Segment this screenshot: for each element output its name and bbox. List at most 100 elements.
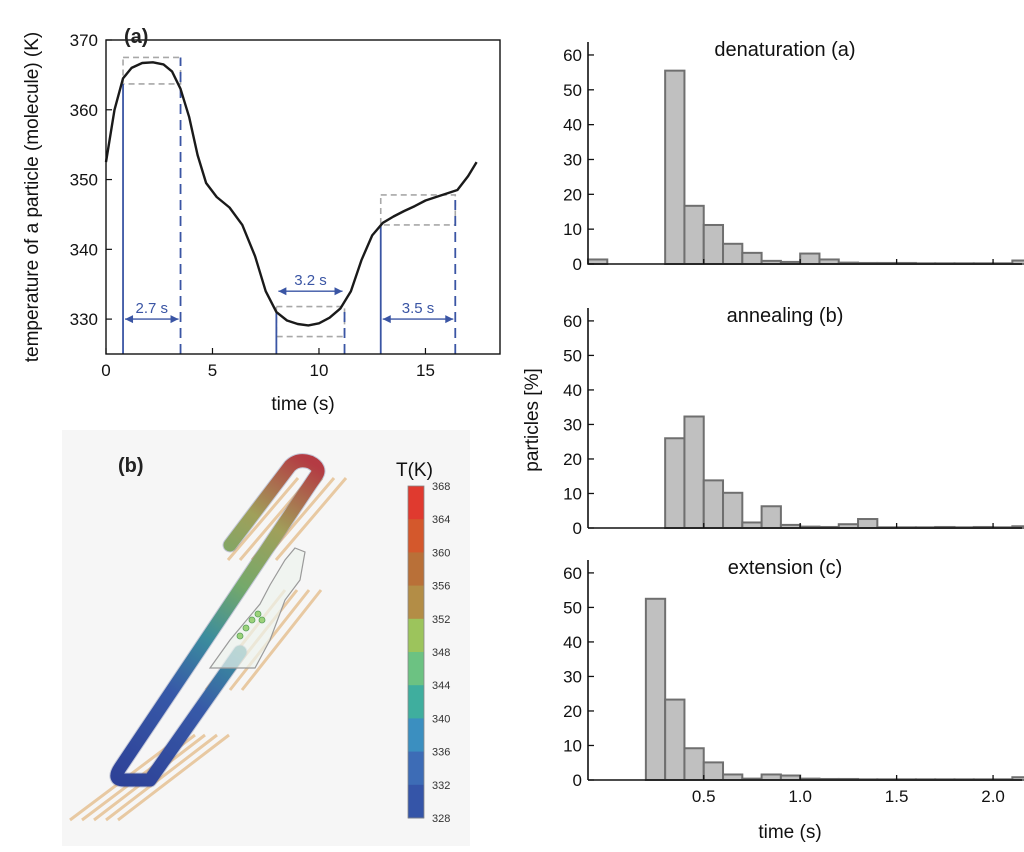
y-tick-label: 60: [563, 312, 582, 331]
histogram-panel: 0 10 20 30 40 50 60 extension (c) 0.5 1.0 1.5 2.0: [563, 557, 1024, 806]
channel-loop-outline: [109, 453, 326, 788]
y-tick-label: 0: [573, 519, 582, 538]
histogram-bar: [702, 223, 725, 266]
colorbar-tick-label: 340: [432, 713, 450, 725]
x-tick-label: 15: [416, 361, 435, 380]
colorbar-segment: [408, 519, 424, 553]
y-tick-label: 40: [563, 381, 582, 400]
colorbar-tick-label: 344: [432, 680, 450, 692]
x-tick-label: 0.5: [692, 787, 716, 806]
colorbar-tick-label: 352: [432, 614, 450, 626]
temperature-curve: [104, 61, 478, 327]
colorbar-tick-label: 332: [432, 780, 450, 792]
y-tick-label: 340: [70, 240, 98, 259]
histograms: 0 10 20 30 40 50 60 denaturation (a) 0 10 20 30 40 50…: [563, 39, 1024, 806]
histogram-y-axis-label: particles [%]: [522, 368, 543, 471]
y-tick-label: 10: [563, 736, 582, 755]
histogram-bar: [702, 761, 725, 782]
y-tick-label: 20: [563, 450, 582, 469]
colorbar-tick-label: 356: [432, 581, 450, 593]
line-chart-ticks: 0 5 10 15 330 340 350 360 370: [70, 31, 435, 380]
histogram-title: extension (c): [728, 557, 843, 579]
colorbar-segment: [408, 718, 424, 753]
histogram-bar: [683, 204, 705, 265]
line-chart-guides: [122, 56, 457, 354]
duration-arrow-head-left: [382, 315, 391, 324]
x-tick-label: 1.5: [885, 787, 909, 806]
y-tick-label: 20: [563, 185, 582, 204]
histogram-panel: 0 10 20 30 40 50 60 denaturation (a): [563, 39, 1024, 274]
histogram-bar: [722, 491, 744, 529]
colorbar-tick-label: 368: [432, 481, 450, 493]
line-chart-x-axis-label: time (s): [271, 394, 334, 415]
histogram-bar: [799, 252, 821, 265]
y-tick-label: 360: [70, 101, 98, 120]
y-tick-label: 0: [573, 255, 582, 274]
line-chart-y-axis-label: temperature of a particle (molecule) (K): [22, 32, 43, 363]
colorbar-segment: [408, 552, 424, 587]
colorbar-tick-label: 364: [432, 514, 450, 526]
y-tick-label: 60: [563, 564, 582, 583]
y-tick-label: 50: [563, 81, 582, 100]
colorbar-segment: [408, 784, 424, 819]
x-tick-label: 1.0: [788, 787, 812, 806]
model-panel-label: (b): [118, 455, 144, 477]
chamber-outline: [208, 547, 306, 669]
duration-arrow-head-right: [445, 315, 454, 324]
duration-label: 2.7 s: [136, 300, 169, 317]
y-tick-label: 370: [70, 31, 98, 50]
y-tick-label: 50: [563, 346, 582, 365]
dashed-range-box: [122, 56, 182, 85]
histogram-title: annealing (b): [727, 305, 844, 327]
y-tick-label: 330: [70, 310, 98, 329]
histogram-bar: [664, 69, 686, 266]
line-chart-annotations: 2.7 s 3.2 s 3.5 s: [125, 272, 454, 324]
colorbar-tick-label: 336: [432, 747, 450, 759]
histogram-bar: [722, 773, 744, 781]
histogram-bar: [702, 479, 725, 529]
duration-label: 3.2 s: [294, 272, 327, 289]
dashed-range-box: [379, 194, 457, 226]
duration-arrow-head-right: [334, 287, 343, 296]
histogram-bar: [683, 747, 705, 782]
line-chart-panel: 2.7 s 3.2 s 3.5 s 0 5 10 15 330 340 350 360 370 (a…: [22, 26, 501, 415]
histogram-bar: [760, 773, 782, 781]
y-tick-label: 20: [563, 702, 582, 721]
y-tick-label: 40: [563, 116, 582, 135]
temperature-colorbar: 368 364 360 356 352 348 344 340 336 332 328: [407, 481, 450, 825]
y-tick-label: 40: [563, 633, 582, 652]
x-tick-label: 0: [101, 361, 110, 380]
colorbar-tick-label: 348: [432, 647, 450, 659]
colorbar-segment: [408, 685, 424, 719]
histogram-bar: [664, 437, 686, 529]
histogram-bar: [741, 251, 763, 265]
histogram-stack: 0 10 20 30 40 50 60 denaturation (a) 0 10 20 30 40 50…: [522, 39, 1024, 843]
y-tick-label: 30: [563, 415, 582, 434]
colorbar-frame: [407, 485, 425, 819]
y-tick-label: 0: [573, 771, 582, 790]
y-tick-label: 30: [563, 150, 582, 169]
y-tick-label: 50: [563, 598, 582, 617]
duration-arrow-head-right: [170, 315, 179, 324]
histogram-title: denaturation (a): [714, 39, 855, 61]
duration-arrow-head-left: [125, 315, 134, 324]
chamber-cells: [236, 610, 266, 640]
histogram-bar: [741, 521, 763, 529]
colorbar-tick-label: 328: [432, 813, 450, 825]
duration-arrow-head-left: [278, 287, 287, 296]
x-tick-label: 10: [310, 361, 329, 380]
y-tick-label: 10: [563, 484, 582, 503]
histogram-bar: [857, 518, 879, 530]
y-tick-label: 10: [563, 220, 582, 239]
histogram-x-axis-label: time (s): [758, 822, 821, 843]
histogram-bar: [722, 242, 744, 265]
histogram-bar: [683, 415, 705, 530]
colorbar-segment: [408, 486, 424, 520]
channel-loop: [110, 454, 325, 787]
histogram-bar: [664, 698, 686, 781]
colorbar-segment: [408, 618, 424, 653]
line-chart-frame: [105, 39, 501, 355]
colorbar-tick-label: 360: [432, 547, 450, 559]
histogram-bar: [644, 597, 667, 782]
